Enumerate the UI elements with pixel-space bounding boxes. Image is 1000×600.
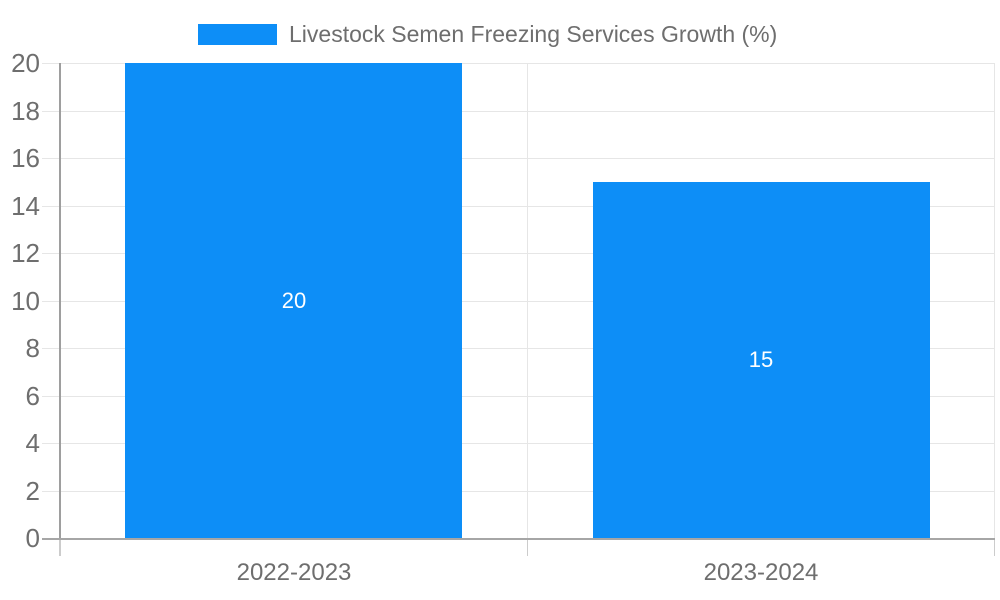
gridline: [42, 396, 995, 397]
gridline: [42, 158, 995, 159]
gridline: [42, 443, 995, 444]
bar-value-label: 15: [748, 347, 774, 372]
y-tick-label: 2: [25, 476, 40, 506]
x-axis-tick: [994, 540, 995, 556]
y-tick-label: 6: [25, 381, 40, 411]
gridline-vertical: [527, 63, 528, 538]
y-tick-label: 18: [11, 96, 40, 126]
bar-2022-2023[interactable]: [125, 63, 462, 538]
y-tick-label: 20: [11, 48, 40, 78]
y-axis-tick: [59, 540, 61, 556]
gridline: [42, 491, 995, 492]
chart-legend: Livestock Semen Freezing Services Growth…: [198, 21, 777, 48]
x-axis-baseline: [42, 538, 995, 540]
y-tick-label: 10: [11, 286, 40, 316]
gridline: [42, 111, 995, 112]
legend-label: Livestock Semen Freezing Services Growth…: [289, 21, 778, 47]
x-axis-tick: [527, 540, 528, 556]
y-tick-label: 4: [25, 428, 40, 458]
gridline: [42, 348, 995, 349]
bar-2023-2024[interactable]: [593, 182, 930, 538]
gridline: [42, 301, 995, 302]
x-axis-label-2023-2024: 2023-2024: [703, 559, 819, 586]
y-tick-label: 0: [25, 523, 40, 553]
y-tick-label: 16: [11, 143, 40, 173]
gridline-vertical: [994, 63, 995, 538]
y-axis-line: [59, 63, 61, 538]
y-tick-label: 14: [11, 191, 40, 221]
y-tick-label: 8: [25, 333, 40, 363]
legend-swatch: [198, 24, 277, 45]
x-axis-label-2022-2023: 2022-2023: [236, 559, 352, 586]
gridline: [42, 206, 995, 207]
gridline: [42, 63, 995, 64]
bar-value-label: 20: [281, 288, 307, 313]
gridline: [42, 253, 995, 254]
y-tick-label: 12: [11, 238, 40, 268]
